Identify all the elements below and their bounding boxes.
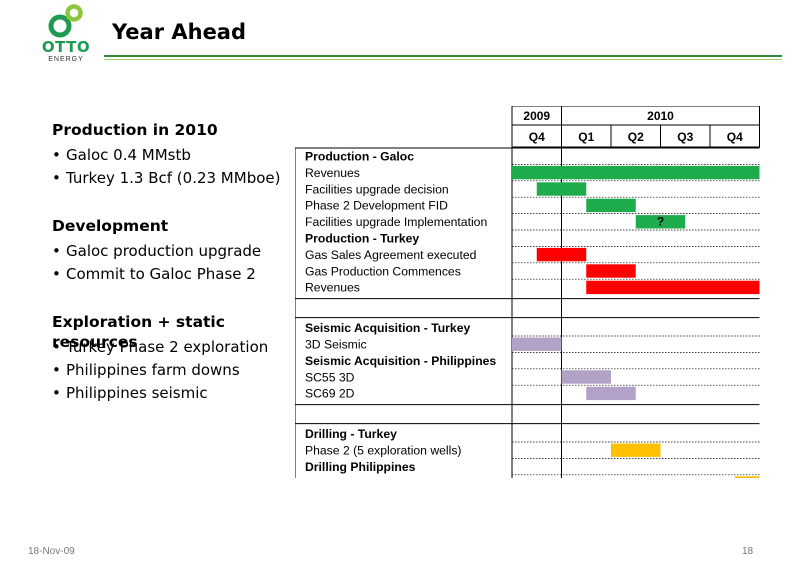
bullet-item: Turkey Phase 2 exploration bbox=[52, 336, 292, 359]
logo-subtext: ENERGY bbox=[48, 56, 84, 63]
footer-date: 18-Nov-09 bbox=[28, 546, 75, 557]
gantt-bar bbox=[536, 247, 587, 262]
task-label: Phase 2 Development FID bbox=[305, 199, 448, 213]
year-label: 2009 bbox=[523, 109, 550, 123]
otto-energy-logo: OTTO ENERGY bbox=[36, 4, 98, 66]
task-label: SC55 3D bbox=[305, 370, 355, 384]
task-label: SC69 2D bbox=[305, 387, 355, 401]
bullet-item: Philippines farm downs bbox=[52, 359, 292, 382]
bullet-item: Commit to Galoc Phase 2 bbox=[52, 263, 292, 286]
task-label: Seismic Acquisition - Philippines bbox=[305, 354, 496, 368]
task-label: 3D Seismic bbox=[305, 338, 367, 352]
gantt-bar bbox=[586, 264, 636, 278]
task-label: SC51 (Argao 1 + 1 other Exploration bbox=[305, 476, 502, 478]
task-label: Production - Galoc bbox=[305, 150, 414, 164]
title-divider bbox=[104, 55, 782, 57]
gantt-bar bbox=[512, 337, 562, 351]
gantt-bar bbox=[536, 182, 587, 196]
page-number: 18 bbox=[742, 546, 754, 557]
schedule-gantt: 2009 2010 Q4 Q1 Q2 Q3 Q4 Production - Galoc Reve… bbox=[294, 105, 760, 494]
summary-panel: Production in 2010 Galoc 0.4 MMstb Turke… bbox=[52, 120, 292, 405]
quarter-label: Q4 bbox=[529, 130, 545, 144]
gantt-bar bbox=[635, 215, 686, 229]
quarter-label: Q2 bbox=[628, 130, 644, 144]
bullet-item: Turkey 1.3 Bcf (0.23 MMboe) bbox=[52, 167, 292, 190]
gantt-bar bbox=[734, 476, 760, 490]
year-label: 2010 bbox=[647, 109, 674, 123]
gantt-bar bbox=[586, 386, 636, 401]
task-label: Facilities upgrade decision bbox=[305, 182, 449, 196]
task-label: Production - Turkey bbox=[305, 232, 419, 246]
page-title: Year Ahead bbox=[112, 20, 247, 44]
quarter-label: Q1 bbox=[578, 130, 594, 144]
logo-mark-icon bbox=[48, 4, 83, 38]
bullet-item: Philippines seismic bbox=[52, 382, 292, 405]
bullet-item: Galoc 0.4 MMstb bbox=[52, 144, 292, 167]
gantt-bar bbox=[611, 443, 661, 457]
title-divider-accent bbox=[104, 59, 782, 60]
gantt-svg: 2009 2010 Q4 Q1 Q2 Q3 Q4 Production - Galoc Reve… bbox=[294, 105, 760, 494]
task-label: Drilling Philippines bbox=[305, 460, 416, 474]
quarter-label: Q4 bbox=[727, 130, 743, 144]
task-label: Gas Sales Agreement executed bbox=[305, 248, 476, 262]
development-heading: Development bbox=[52, 217, 169, 235]
task-label: Seismic Acquisition - Turkey bbox=[305, 321, 470, 335]
gantt-bar bbox=[586, 198, 636, 213]
gantt-bar bbox=[586, 280, 760, 295]
logo-wordmark: OTTO bbox=[41, 38, 91, 56]
task-label: Facilities upgrade Implementation bbox=[305, 215, 487, 229]
bullet-item: Galoc production upgrade bbox=[52, 240, 292, 263]
gantt-bar bbox=[512, 165, 760, 180]
task-label: Revenues bbox=[305, 166, 360, 180]
gantt-bar-label: ? bbox=[657, 215, 664, 229]
task-label: Phase 2 (5 exploration wells) bbox=[305, 444, 462, 458]
quarter-label: Q3 bbox=[677, 130, 693, 144]
task-label: Gas Production Commences bbox=[305, 264, 461, 278]
exploration-heading: Exploration + static resources bbox=[52, 313, 225, 351]
header-frame bbox=[511, 105, 760, 148]
task-label: Drilling - Turkey bbox=[305, 427, 397, 441]
gantt-bar bbox=[561, 370, 611, 384]
production-heading: Production in 2010 bbox=[52, 121, 218, 139]
task-label: Revenues bbox=[305, 281, 360, 295]
